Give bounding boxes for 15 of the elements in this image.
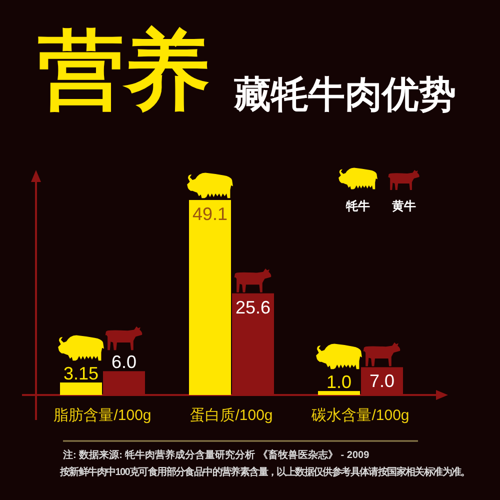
data-label: 3.15	[63, 363, 99, 384]
x-tick-label: 碳水含量/100g	[310, 407, 410, 424]
text: 注: 数据来源: 牦牛肉营养成分含量研究分析 《畜牧兽医杂志》 - 2009	[62, 449, 370, 461]
legend-label: 黄牛	[391, 199, 416, 213]
x-tick-label: 蛋白质/100g	[190, 407, 273, 424]
subtitle: 藏牦牛肉优势	[234, 74, 456, 115]
x-tick-label: 脂肪含量/100g	[54, 407, 152, 424]
data-label: 25.6	[235, 297, 271, 318]
data-label: 1.0	[326, 372, 352, 392]
data-label: 7.0	[369, 371, 395, 392]
data-label: 49.1	[192, 204, 228, 224]
legend-label: 牦牛	[345, 199, 370, 213]
data-label: 6.0	[111, 352, 137, 372]
text: 按新鲜牛肉中100克可食用部分食品中的营养素含量，以上数据仅供参考具体请按国家相关标准为准。	[59, 466, 470, 478]
title: 营养	[38, 23, 210, 119]
